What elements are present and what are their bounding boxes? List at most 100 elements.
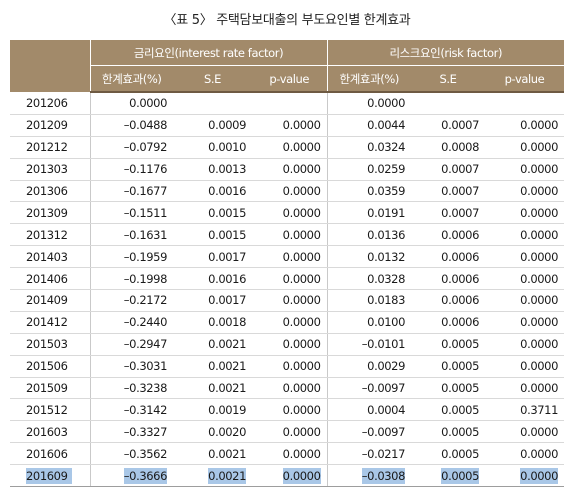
ir-se-cell: 0.0013 xyxy=(173,158,252,181)
marginal-effects-table: 금리요인(interest rate factor) 리스크요인(risk fa… xyxy=(10,40,564,487)
rf-se-cell: 0.0007 xyxy=(411,158,485,181)
period-cell: 201409 xyxy=(10,289,90,312)
rf-p-value-cell: 0.0000 xyxy=(485,223,564,247)
ir-marginal-effect-cell: –0.1677 xyxy=(89,180,173,203)
rf-p-value-cell: 0.0000 xyxy=(485,158,564,181)
rf-se-cell: 0.0006 xyxy=(411,311,485,334)
rf-se-cell-text: 0.0005 xyxy=(441,467,479,484)
ir-marginal-effect-cell-text: –0.2947 xyxy=(123,337,168,352)
ir-p-value-cell-text: 0.0000 xyxy=(282,184,321,198)
period-cell-text: 201312 xyxy=(26,227,68,242)
ir-se-cell: 0.0021 xyxy=(173,464,252,487)
rf-se-header: S.E xyxy=(411,65,485,93)
ir-marginal-effect-cell-text: –0.3666 xyxy=(123,467,167,484)
ir-marginal-effect-cell: –0.3562 xyxy=(89,442,173,466)
rf-p-value-cell-text: 0.0000 xyxy=(520,467,558,484)
ir-marginal-effect-cell: –0.1176 xyxy=(89,158,173,181)
rf-p-value-cell: 0.0000 xyxy=(485,136,564,159)
rf-marginal-effect-cell: 0.0044 xyxy=(326,114,411,137)
ir-p-value-cell: 0.0000 xyxy=(252,420,327,444)
ir-p-value-cell-text: 0.0000 xyxy=(282,249,321,264)
rf-marginal-effect-cell: 0.0324 xyxy=(326,136,411,159)
period-cell: 201603 xyxy=(10,420,90,444)
rf-se-cell: 0.0005 xyxy=(411,420,485,444)
ir-p-value-cell xyxy=(252,92,327,115)
rf-marginal-effect-cell: 0.0191 xyxy=(326,201,411,225)
period-cell-text: 201303 xyxy=(26,162,68,177)
ir-se-cell-text: 0.0018 xyxy=(208,315,246,330)
period-cell: 201606 xyxy=(10,442,90,466)
rf-marginal-effect-cell-text: 0.0328 xyxy=(367,271,405,286)
ir-p-value-cell: 0.0000 xyxy=(252,180,327,203)
period-cell: 201512 xyxy=(10,398,90,422)
rf-se-cell: 0.0006 xyxy=(411,223,485,247)
rf-marginal-effect-cell: 0.0029 xyxy=(326,355,411,378)
rf-se-cell-text: 0.0007 xyxy=(441,118,479,133)
ir-marginal-effect-cell: –0.1511 xyxy=(89,201,173,225)
ir-p-value-cell: 0.0000 xyxy=(252,398,327,422)
table-caption: 〈표 5〉 주택담보대출의 부도요인별 한계효과 xyxy=(163,13,411,28)
ir-se-cell-text: 0.0015 xyxy=(208,227,246,242)
ir-marginal-effect-cell-text: –0.3031 xyxy=(123,359,168,374)
ir-se-cell: 0.0021 xyxy=(173,442,252,466)
rf-marginal-effect-cell: 0.0000 xyxy=(326,92,411,115)
rf-p-value-cell: 0.0000 xyxy=(485,289,564,312)
rf-marginal-effect-cell: 0.0328 xyxy=(326,267,411,291)
ir-p-value-cell-text: 0.0000 xyxy=(282,402,321,417)
rf-marginal-effect-cell-text: 0.0004 xyxy=(367,402,405,417)
rf-marginal-effect-cell-text: 0.0132 xyxy=(367,249,405,264)
ir-marginal-effect-cell-text: 0.0000 xyxy=(129,96,167,111)
rf-se-cell: 0.0007 xyxy=(411,201,485,225)
ir-se-cell: 0.0016 xyxy=(173,180,252,203)
table-row: 201503 –0.2947 0.0021 0.0000 –0.0101 0.0005 0.… xyxy=(10,333,564,356)
rf-marginal-effect-cell-text: 0.0044 xyxy=(367,118,405,133)
rf-p-value-cell-text: 0.0000 xyxy=(520,359,558,374)
period-cell: 201206 xyxy=(10,92,90,115)
ir-marginal-effect-cell-text: –0.3238 xyxy=(123,381,168,396)
table-row: 201303 –0.1176 0.0013 0.0000 0.0259 0.0007 0.0… xyxy=(10,158,564,181)
ir-se-cell: 0.0017 xyxy=(173,245,252,269)
rf-se-cell-text: 0.0006 xyxy=(441,315,479,330)
ir-se-cell-text: 0.0016 xyxy=(208,184,246,198)
rf-p-value-cell-text: 0.0000 xyxy=(520,227,558,242)
ir-se-cell-text: 0.0009 xyxy=(208,118,246,133)
rf-se-cell-text: 0.0005 xyxy=(441,381,479,396)
rf-se-cell: 0.0008 xyxy=(411,136,485,159)
ir-marginal-effect-cell-text: –0.1677 xyxy=(123,184,168,198)
rf-se-cell: 0.0005 xyxy=(411,355,485,378)
rf-marginal-effect-cell-text: 0.0183 xyxy=(367,293,405,308)
rf-marginal-effect-cell: 0.0183 xyxy=(326,289,411,312)
rf-se-cell-text: 0.0005 xyxy=(441,402,479,417)
rf-marginal-effect-cell-text: 0.0259 xyxy=(367,162,405,177)
table-row: 201412 –0.2440 0.0018 0.0000 0.0100 0.0006 0.0… xyxy=(10,311,564,334)
ir-marginal-effect-cell: –0.3142 xyxy=(89,398,173,422)
period-cell-text: 201309 xyxy=(26,205,68,220)
rf-marginal-effect-cell-text: 0.0100 xyxy=(367,315,405,330)
risk-factor-header: 리스크요인(risk factor) xyxy=(326,40,564,66)
ir-p-value-cell: 0.0000 xyxy=(252,158,327,181)
ir-p-value-cell-text: 0.0000 xyxy=(282,337,321,352)
ir-p-value-cell: 0.0000 xyxy=(252,201,327,225)
ir-p-value-cell: 0.0000 xyxy=(252,245,327,269)
rf-se-cell-text: 0.0005 xyxy=(441,359,479,374)
period-cell: 201406 xyxy=(10,267,90,291)
ir-p-value-cell: 0.0000 xyxy=(252,267,327,291)
rf-p-value-cell: 0.0000 xyxy=(485,114,564,137)
ir-p-value-cell: 0.0000 xyxy=(252,442,327,466)
ir-marginal-effect-cell: –0.0792 xyxy=(89,136,173,159)
ir-se-cell: 0.0018 xyxy=(173,311,252,334)
rf-marginal-effect-cell-text: –0.0097 xyxy=(361,381,406,396)
table-row: 201406 –0.1998 0.0016 0.0000 0.0328 0.0006 0.0… xyxy=(10,267,564,291)
period-cell: 201403 xyxy=(10,245,90,269)
rf-marginal-effect-cell: –0.0097 xyxy=(326,420,411,444)
rf-p-value-cell: 0.0000 xyxy=(485,464,564,487)
rf-p-value-cell: 0.0000 xyxy=(485,355,564,378)
rf-marginal-effect-cell: 0.0259 xyxy=(326,158,411,181)
period-cell: 201609 xyxy=(10,464,90,487)
rf-se-cell-text: 0.0005 xyxy=(441,446,479,461)
rf-se-cell-text: 0.0006 xyxy=(441,249,479,264)
ir-marginal-effect-cell: 0.0000 xyxy=(89,92,173,115)
rf-marginal-effect-cell-text: 0.0191 xyxy=(367,205,405,220)
rf-marginal-effect-cell-text: 0.0359 xyxy=(367,184,405,198)
rf-marginal-effect-cell-text: –0.0217 xyxy=(361,446,406,461)
